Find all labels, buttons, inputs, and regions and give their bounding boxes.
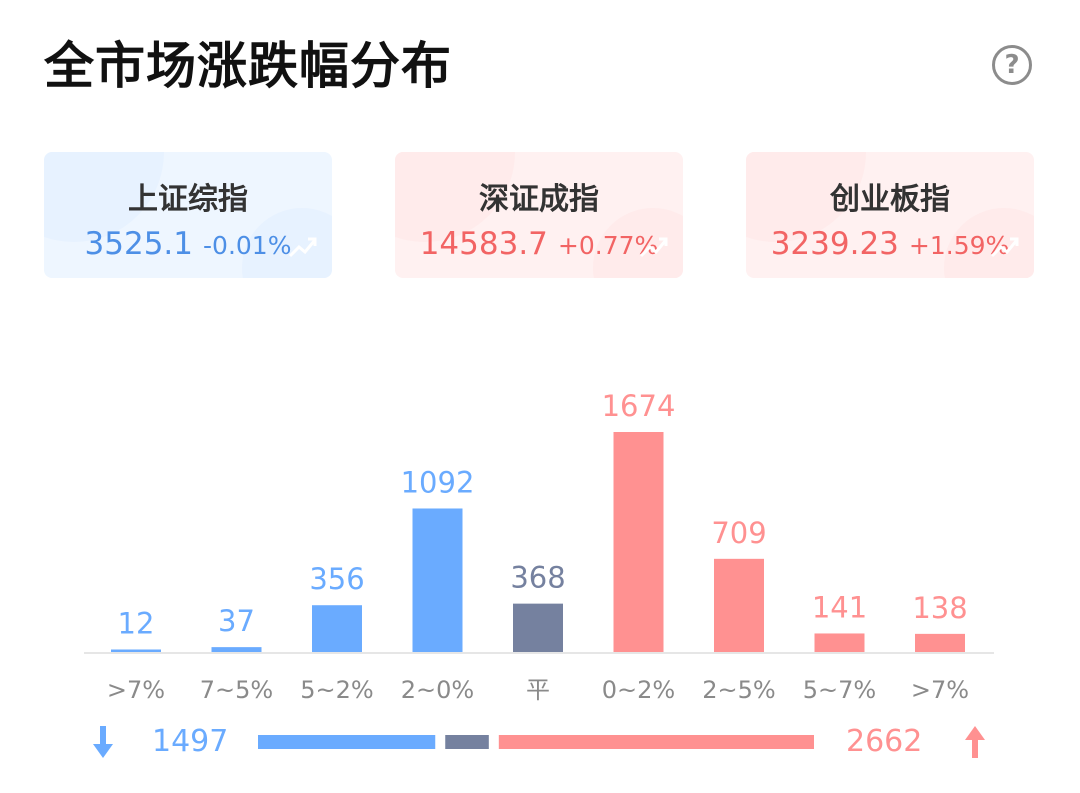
index-card-shanghai[interactable]: 上证综指 3525.1 -0.01% <box>44 152 332 278</box>
x-tick-label: 2~0% <box>401 676 474 704</box>
bar-value-label: 356 <box>309 562 364 596</box>
bar[interactable] <box>211 647 262 652</box>
index-value: 3239.23 <box>770 226 899 262</box>
breadth-down-segment <box>258 735 436 749</box>
x-tick-label: 2~5% <box>702 676 775 704</box>
up-count: 2662 <box>846 724 923 759</box>
index-name: 创业板指 <box>830 182 950 217</box>
help-icon[interactable]: ? <box>992 45 1032 85</box>
x-tick-label: >7% <box>107 676 165 704</box>
x-tick-label: >7% <box>911 676 969 704</box>
bar[interactable] <box>814 633 865 652</box>
index-change: -0.01% <box>203 231 292 260</box>
index-name: 上证综指 <box>128 182 248 217</box>
down-count: 1497 <box>152 724 229 759</box>
x-tick-label: 5~2% <box>300 676 373 704</box>
bar-value-label: 368 <box>510 561 565 595</box>
bar[interactable] <box>412 508 463 652</box>
bar-value-label: 138 <box>912 591 967 625</box>
bar[interactable] <box>915 633 965 652</box>
x-tick-label: 5~7% <box>803 676 876 704</box>
breadth-bar <box>258 735 814 749</box>
x-tick-label: 7~5% <box>200 676 273 704</box>
bar-value-label: 1092 <box>401 465 475 499</box>
x-tick-label: 平 <box>526 676 550 704</box>
arrow-up-icon <box>965 726 985 758</box>
index-name: 深证成指 <box>479 182 599 217</box>
bar-value-label: 709 <box>711 516 766 550</box>
bar-value-label: 1674 <box>602 389 676 423</box>
x-tick-label: 0~2% <box>602 676 675 704</box>
page-title: 全市场涨跌幅分布 <box>44 37 452 95</box>
trend-up-icon <box>990 237 1019 258</box>
arrow-down-icon <box>93 726 113 758</box>
bar[interactable] <box>714 558 764 652</box>
trend-up-icon <box>288 237 317 258</box>
bar-value-label: 12 <box>118 607 155 641</box>
bar[interactable] <box>312 605 362 652</box>
breadth-flat-segment <box>445 735 489 749</box>
index-card-chinext[interactable]: 创业板指 3239.23 +1.59% <box>746 152 1034 278</box>
index-value: 3525.1 <box>84 226 194 262</box>
bar[interactable] <box>613 432 664 652</box>
breadth-up-segment <box>498 735 814 749</box>
bar-value-label: 37 <box>218 604 255 638</box>
index-card-shenzhen[interactable]: 深证成指 14583.7 +0.77% <box>395 152 683 278</box>
index-value: 14583.7 <box>419 226 548 262</box>
bar[interactable] <box>513 603 563 652</box>
bar[interactable] <box>111 649 161 653</box>
bar-value-label: 141 <box>812 590 867 624</box>
trend-up-icon <box>639 237 668 258</box>
